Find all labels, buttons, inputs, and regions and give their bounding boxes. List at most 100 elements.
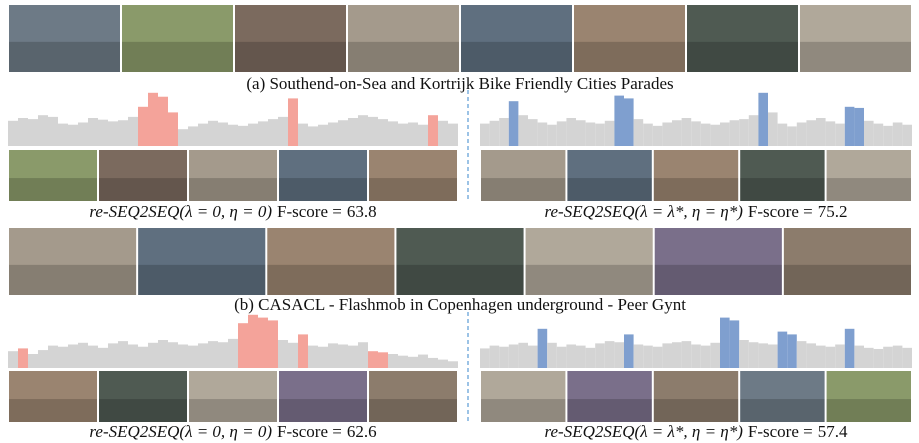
video-frame-shade — [99, 399, 187, 422]
score-bar — [288, 343, 298, 368]
score-bar — [18, 118, 28, 146]
score-bar — [38, 350, 48, 368]
score-bar — [228, 339, 238, 368]
score-bar — [816, 346, 826, 368]
video-frame-shade — [526, 265, 653, 295]
score-bar — [662, 122, 672, 146]
score-bar — [38, 115, 48, 146]
result-caption: re-SEQ2SEQ(λ = λ*, η = η*)F-score =75.2 — [545, 202, 848, 221]
score-bar — [188, 346, 198, 368]
score-bar — [893, 346, 903, 368]
video-frame-shade — [9, 399, 97, 422]
score-bar — [595, 124, 605, 146]
score-bar — [614, 96, 624, 146]
score-bar — [438, 121, 448, 146]
score-bar — [864, 121, 874, 146]
video-frame-shade — [279, 399, 367, 422]
video-frame-shade — [235, 42, 346, 72]
score-bar — [118, 120, 128, 146]
score-bar — [547, 125, 557, 146]
score-bar — [576, 346, 586, 368]
video-frame-shade — [189, 399, 277, 422]
video-frame-shade — [122, 42, 233, 72]
score-bar — [720, 318, 730, 368]
score-bar — [378, 119, 388, 146]
method-name: re-SEQ2SEQ(λ = λ*, η = η*) — [545, 422, 744, 441]
score-bar — [8, 121, 18, 146]
score-bar — [653, 347, 663, 368]
score-bar — [691, 344, 701, 368]
score-bar — [883, 347, 893, 368]
score-bar — [864, 348, 874, 368]
video-frame-shade — [138, 265, 265, 295]
score-bar — [28, 354, 38, 368]
score-bar — [902, 348, 912, 368]
video-frame-shade — [369, 178, 457, 201]
score-bar — [418, 125, 428, 146]
score-bar — [248, 124, 258, 146]
score-bar — [358, 115, 368, 146]
score-bar — [730, 120, 740, 146]
score-bar — [318, 125, 328, 146]
video-frame-shade — [655, 265, 782, 295]
score-bar — [509, 344, 519, 368]
score-bar — [338, 120, 348, 146]
video-frame-shade — [687, 42, 798, 72]
score-bar — [128, 117, 138, 146]
method-name: re-SEQ2SEQ(λ = λ*, η = η*) — [545, 202, 744, 221]
score-bar — [128, 344, 138, 368]
score-bar — [787, 126, 797, 146]
score-bar — [614, 342, 624, 368]
score-bar — [318, 347, 328, 368]
score-bar — [138, 347, 148, 368]
score-bar — [148, 343, 158, 368]
score-bar — [797, 341, 807, 368]
score-bar — [701, 346, 711, 368]
score-bar — [643, 346, 653, 368]
score-bar — [778, 124, 788, 146]
score-bar — [874, 124, 884, 146]
video-frame-shade — [9, 178, 97, 201]
score-bar — [268, 119, 278, 146]
score-bar — [108, 343, 118, 368]
score-bar — [88, 346, 98, 368]
metric-label: F-score = — [277, 422, 342, 441]
score-bar — [228, 125, 238, 146]
video-frame-shade — [481, 178, 565, 201]
video-frame-shade — [654, 178, 738, 201]
score-bar — [509, 101, 519, 146]
score-bar — [58, 347, 68, 368]
score-bar — [758, 343, 768, 368]
score-bar — [418, 355, 428, 368]
score-bar — [605, 121, 615, 146]
score-bar — [118, 341, 128, 368]
score-bar — [538, 329, 548, 368]
score-bar — [499, 347, 509, 368]
score-bar — [348, 118, 358, 146]
score-bar — [148, 93, 158, 146]
video-frame-shade — [740, 399, 824, 422]
panel-title: (b) CASACL - Flashmob in Copenhagen unde… — [234, 295, 686, 314]
score-bar — [68, 125, 78, 146]
score-bar — [710, 125, 720, 146]
score-bar — [258, 318, 268, 368]
score-bar — [566, 118, 576, 146]
score-bar — [624, 98, 634, 146]
score-bar — [768, 344, 778, 368]
score-bar — [653, 126, 663, 146]
score-bar — [902, 125, 912, 146]
video-frame-shade — [99, 178, 187, 201]
score-bar — [248, 315, 258, 368]
score-bar — [28, 119, 38, 146]
score-bar — [358, 342, 368, 368]
score-bar — [368, 117, 378, 146]
figure: (a) Southend-on-Sea and Kortrijk Bike Fr… — [0, 0, 919, 443]
score-bar — [480, 124, 490, 146]
score-bar — [98, 348, 108, 368]
score-bar — [538, 122, 548, 146]
score-bar — [874, 349, 884, 368]
score-bar — [218, 342, 228, 368]
video-frame-shade — [740, 178, 824, 201]
score-bar — [547, 343, 557, 368]
score-bar — [797, 122, 807, 146]
